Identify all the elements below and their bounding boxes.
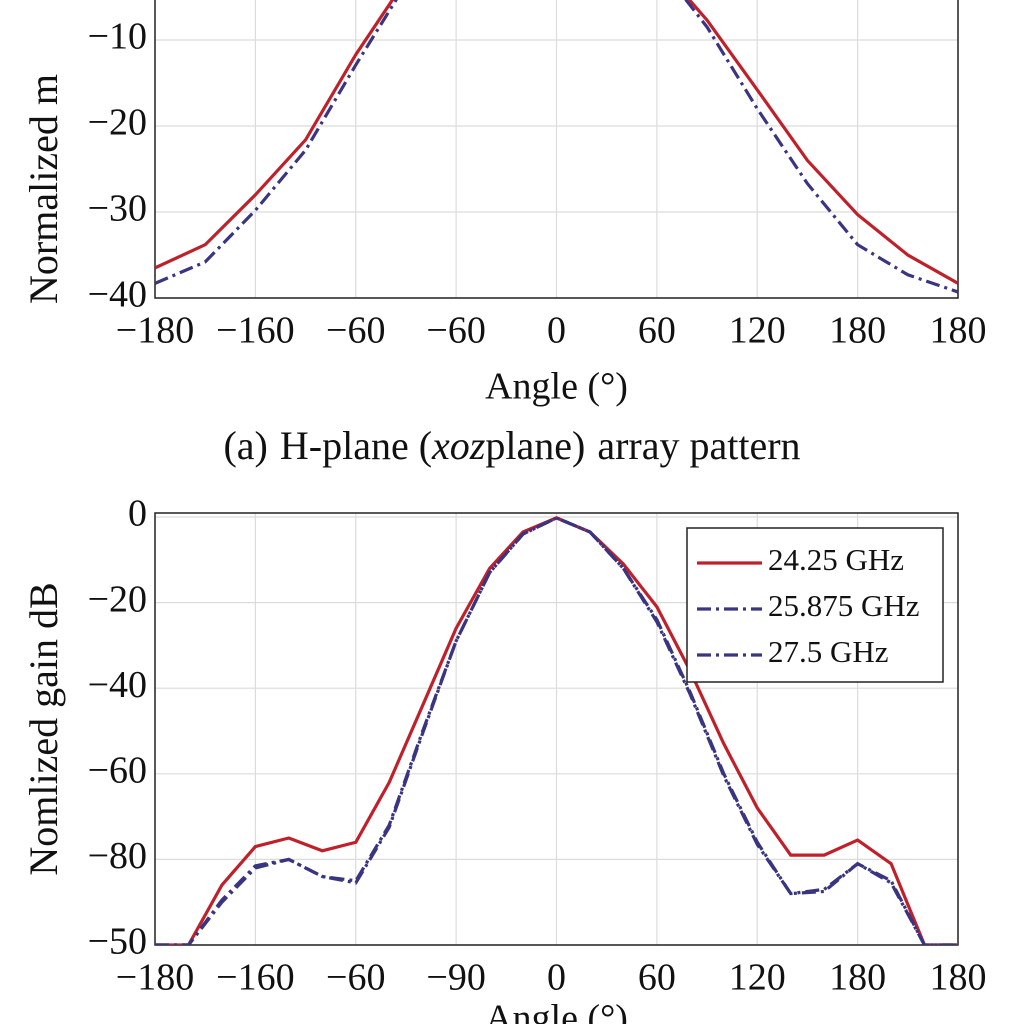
y-tick-label: −20 [88,578,147,620]
x-tick-label: −60 [326,957,385,999]
legend-label: 25.875 GHz [768,588,920,623]
series-line [155,0,958,294]
x-tick-label: 180 [829,310,886,352]
caption-part: H-plane ( [280,423,432,468]
plot-frame [154,512,959,946]
y-tick-label: −50 [88,921,147,963]
x-tick-label: 120 [729,957,786,999]
y-axis-label: Nomlized gain dB [21,582,66,875]
x-tick-label: −180 [116,310,194,352]
x-tick-label: 120 [729,310,786,352]
x-tick-label: −160 [216,957,294,999]
x-tick-label: 180 [829,957,886,999]
x-tick-label: 60 [638,310,676,352]
x-tick-label: −60 [426,310,485,352]
x-axis-label: Angle (°) [485,998,628,1024]
legend-label: 24.25 GHz [768,542,904,577]
caption-part: (a) [223,423,267,468]
chart: −50 −80 −60 −40 −20 0 −180 −160 −60 −90 0 60 120 180 1… [21,493,986,1024]
caption-part: xoz [431,423,486,468]
x-tick-label: 180 [930,957,987,999]
x-tick-label: 0 [547,310,566,352]
series-line [155,0,958,285]
x-tick-label: 60 [638,957,676,999]
chart: −40 −30 −20 −10 −180 −160 −60 −60 0 60 120 180 180 No… [21,0,987,468]
x-tick-label: 180 [930,310,987,352]
legend-label: 27.5 GHz [768,634,889,669]
caption-part: plane) [485,423,585,468]
y-tick-label: −20 [88,102,147,144]
caption-part: array pattern [597,423,800,468]
x-tick-label: −180 [116,957,194,999]
y-tick-label: 0 [128,493,147,535]
y-tick-label: −40 [88,274,147,316]
y-axis-label: Normalized m [21,74,66,304]
x-axis-label: Angle (°) [485,366,628,408]
caption: (a) H-plane (xozplane) array pattern [223,423,800,468]
x-tick-label: −60 [326,310,385,352]
y-tick-label: −40 [88,664,147,706]
x-tick-label: 0 [547,957,566,999]
y-tick-label: −60 [88,750,147,792]
x-tick-label: −160 [216,310,294,352]
series-line [155,516,958,945]
y-tick-label: −80 [88,835,147,877]
x-tick-label: −90 [426,957,485,999]
y-tick-label: −10 [88,16,147,58]
y-tick-label: −30 [88,188,147,230]
plot-frame [154,0,959,299]
series-line [155,516,958,945]
